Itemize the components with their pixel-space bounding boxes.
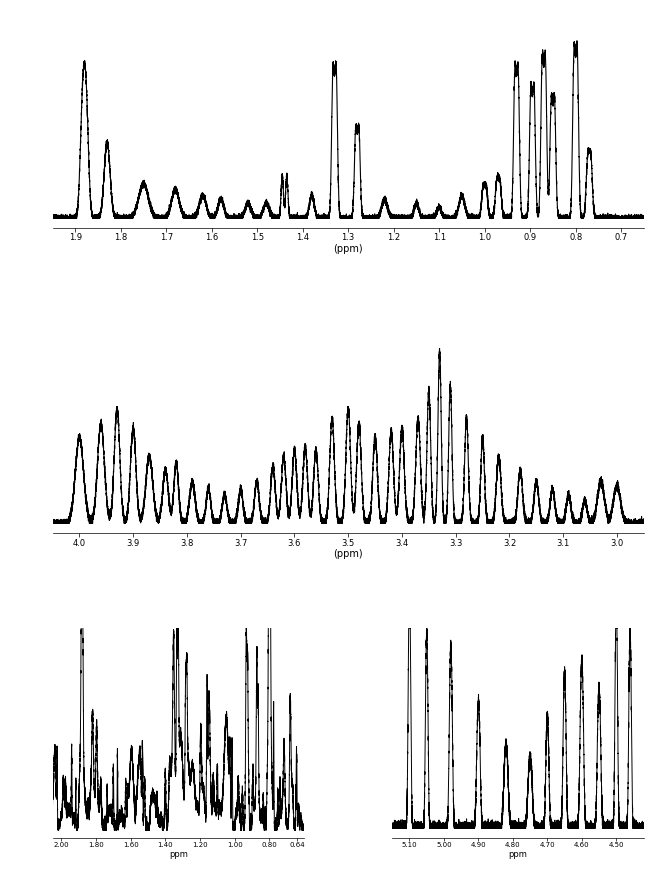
X-axis label: (ppm): (ppm) (333, 244, 363, 254)
X-axis label: ppm: ppm (509, 849, 528, 859)
X-axis label: (ppm): (ppm) (333, 549, 363, 559)
X-axis label: ppm: ppm (169, 849, 188, 859)
